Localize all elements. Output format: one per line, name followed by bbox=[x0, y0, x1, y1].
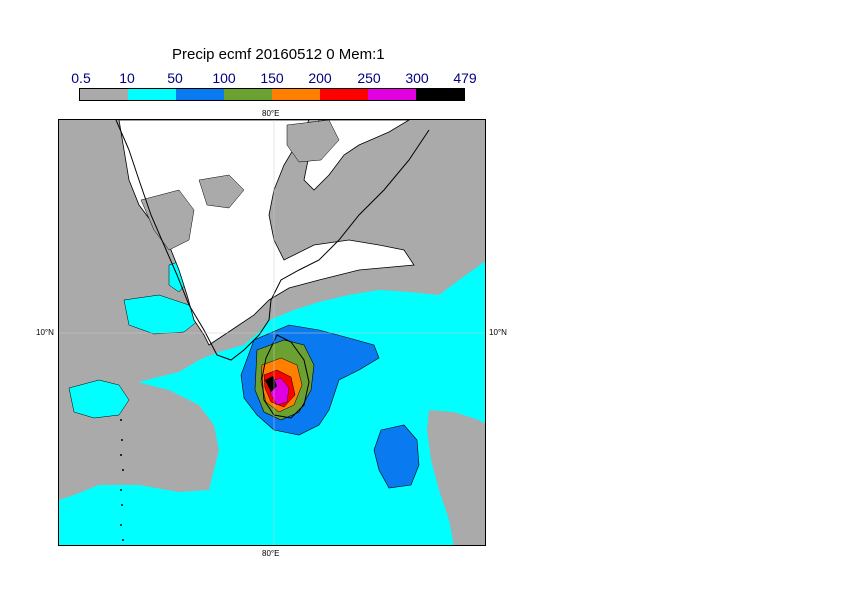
legend-label-2: 50 bbox=[167, 70, 183, 86]
coastline-india bbox=[115, 120, 430, 361]
lat-label-left: 10°N bbox=[36, 328, 54, 337]
legend-swatch-4 bbox=[272, 89, 320, 100]
legend-label-4: 150 bbox=[260, 70, 284, 86]
legend-color-bar bbox=[79, 88, 465, 101]
legend-swatch-6 bbox=[368, 89, 416, 100]
legend-labels: 0.5 10 50 100 150 200 250 300 479 bbox=[0, 70, 842, 88]
grey-cell-land-3 bbox=[198, 174, 245, 209]
legend-label-6: 250 bbox=[357, 70, 381, 86]
coastline-sri-lanka bbox=[261, 334, 310, 419]
legend-swatch-7 bbox=[416, 89, 464, 100]
land-india-dry bbox=[118, 120, 415, 346]
legend-swatch-3 bbox=[224, 89, 272, 100]
legend-swatch-5 bbox=[320, 89, 368, 100]
legend-label-3: 100 bbox=[212, 70, 236, 86]
legend-label-7: 300 bbox=[405, 70, 429, 86]
grey-rain-east bbox=[427, 410, 485, 545]
legend-swatch-0 bbox=[80, 89, 128, 100]
legend-label-5: 200 bbox=[308, 70, 332, 86]
lon-label-top: 80°E bbox=[262, 109, 280, 118]
legend-swatch-1 bbox=[128, 89, 176, 100]
legend-label-0: 0.5 bbox=[71, 70, 91, 86]
blue-rain-east bbox=[373, 424, 420, 489]
map-title-text: Precip ecmf 20160512 0 Mem:1 bbox=[172, 46, 385, 63]
legend-swatch-2 bbox=[176, 89, 224, 100]
cyan-patch-north bbox=[123, 294, 200, 335]
legend-label-8: 479 bbox=[453, 70, 477, 86]
grey-cell-land-1 bbox=[140, 189, 195, 251]
precip-map-svg bbox=[59, 120, 485, 545]
lat-label-right: 10°N bbox=[489, 328, 507, 337]
cyan-patch-west bbox=[68, 379, 130, 419]
precip-map bbox=[58, 119, 486, 546]
grey-cell-land-2 bbox=[286, 120, 340, 163]
lon-label-bottom: 80°E bbox=[262, 549, 280, 558]
maldives-islands bbox=[120, 419, 124, 541]
legend-label-1: 10 bbox=[119, 70, 135, 86]
